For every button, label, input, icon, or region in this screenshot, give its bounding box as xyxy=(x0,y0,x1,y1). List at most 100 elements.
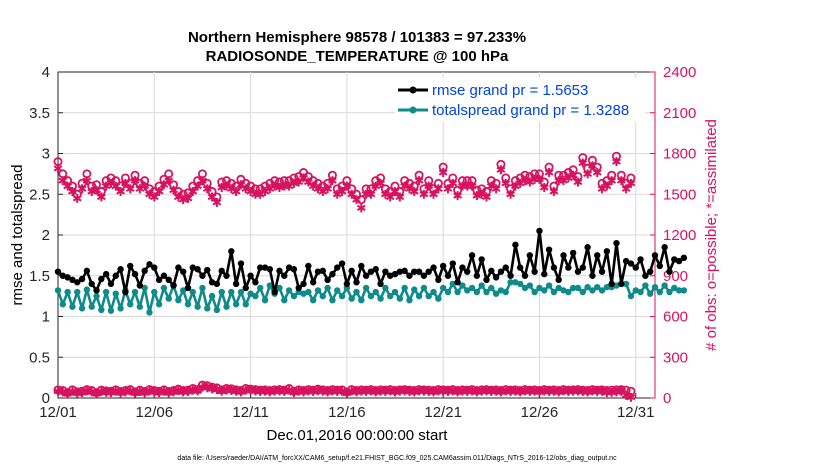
totalspread-point xyxy=(348,295,355,302)
x-tick-label: 12/16 xyxy=(328,404,366,421)
rmse-point xyxy=(151,264,158,271)
obs-assimilated-marker xyxy=(496,165,506,175)
rmse-point xyxy=(622,257,630,265)
obs-assimilated-marker xyxy=(501,178,511,188)
rmse-point xyxy=(146,261,153,268)
data-file-footer: data file: /Users/raeder/DAI/ATM_forcXX/… xyxy=(177,455,617,462)
obs-assimilated-marker xyxy=(419,189,429,199)
obs-assimilated-marker xyxy=(92,185,101,195)
totalspread-point xyxy=(208,292,216,300)
rmse-point xyxy=(83,267,91,275)
totalspread-point xyxy=(492,290,500,297)
totalspread-point xyxy=(473,288,481,296)
totalspread-point xyxy=(319,292,326,300)
totalspread-point xyxy=(155,301,163,308)
obs-assimilated-marker xyxy=(535,174,544,184)
totalspread-point xyxy=(59,301,67,308)
totalspread-point xyxy=(454,288,461,296)
rmse-point xyxy=(247,272,254,279)
totalspread-point xyxy=(666,288,673,296)
obs-assimilated-marker xyxy=(433,184,443,194)
totalspread-point xyxy=(459,282,466,289)
obs-assimilated-marker xyxy=(621,184,631,194)
rmse-point xyxy=(435,276,442,284)
x-tick-label: 12/01 xyxy=(39,404,77,421)
y-tick-label-left: 3.5 xyxy=(29,105,50,122)
rmse-point xyxy=(160,272,168,279)
obs-assimilated-marker xyxy=(58,176,68,186)
rmse-point xyxy=(531,268,538,275)
totalspread-point xyxy=(642,282,649,289)
totalspread-point xyxy=(358,297,365,304)
obs-assimilated-marker xyxy=(491,184,501,194)
y-tick-label-left: 0.5 xyxy=(29,349,50,366)
totalspread-point xyxy=(223,303,230,310)
totalspread-point xyxy=(541,287,548,294)
obs-assimilated-marker xyxy=(578,158,588,168)
rmse-point xyxy=(242,284,249,292)
totalspread-point xyxy=(232,301,240,308)
rmse-point xyxy=(54,268,62,275)
obs-assimilated-marker xyxy=(231,187,241,197)
obs-assimilated-marker xyxy=(328,176,337,186)
totalspread-point xyxy=(324,284,331,292)
totalspread-point xyxy=(651,283,659,291)
rmse-point xyxy=(569,249,577,257)
totalspread-point xyxy=(565,288,572,296)
totalspread-point xyxy=(160,284,168,292)
rmse-point xyxy=(468,252,476,259)
obs-assimilated-marker xyxy=(68,187,77,197)
rmse-point xyxy=(420,272,428,279)
obs-assimilated-marker xyxy=(366,189,376,199)
totalspread-point xyxy=(334,287,341,294)
totalspread-point xyxy=(74,288,81,296)
rmse-point xyxy=(613,239,620,247)
rmse-point xyxy=(656,262,664,270)
totalspread-point xyxy=(574,284,582,292)
totalspread-point xyxy=(204,305,211,312)
rmse-point xyxy=(637,256,644,263)
totalspread-point xyxy=(252,292,259,300)
rmse-point xyxy=(343,280,351,288)
totalspread-point xyxy=(483,288,490,296)
totalspread-point xyxy=(675,287,683,294)
totalspread-point xyxy=(237,288,245,296)
rmse-point xyxy=(415,268,423,275)
legend-spread-label: totalspread grand pr = 1.3288 xyxy=(432,102,629,119)
totalspread-point xyxy=(314,287,322,294)
rmse-point xyxy=(204,266,211,274)
totalspread-point xyxy=(367,292,375,300)
totalspread-point xyxy=(136,303,144,310)
totalspread-point xyxy=(497,287,505,294)
chart-subtitle: RADIOSONDE_TEMPERATURE @ 100 hPa xyxy=(206,48,509,65)
totalspread-point xyxy=(112,290,119,297)
obs-assimilated-marker xyxy=(183,193,193,203)
obs-assimilated-marker xyxy=(323,184,333,194)
rmse-point xyxy=(309,279,317,286)
rmse-point xyxy=(165,276,172,284)
rmse-point xyxy=(367,268,375,275)
totalspread-point xyxy=(102,288,110,296)
totalspread-point xyxy=(213,306,221,314)
rmse-point xyxy=(266,266,274,273)
rmse-point xyxy=(425,268,432,275)
totalspread-point xyxy=(579,288,586,296)
rmse-point xyxy=(184,284,192,292)
totalspread-point xyxy=(261,297,269,304)
rmse-point xyxy=(377,280,384,288)
totalspread-point xyxy=(165,295,172,302)
x-tick-label: 12/21 xyxy=(424,404,462,421)
totalspread-point xyxy=(194,303,201,310)
totalspread-point xyxy=(54,287,62,294)
rmse-point xyxy=(507,272,514,279)
obs-assimilated-marker xyxy=(96,192,106,202)
rmse-point xyxy=(675,257,683,265)
totalspread-point xyxy=(680,287,688,294)
rmse-point xyxy=(290,266,298,273)
obs-assimilated-marker xyxy=(448,178,458,188)
obs-assimilated-marker xyxy=(549,187,559,197)
x-axis-label: Dec.01,2016 00:00:00 start xyxy=(267,427,449,444)
obs-assimilated-marker xyxy=(212,197,222,207)
totalspread-point xyxy=(536,284,543,292)
obs-assimilated-marker xyxy=(342,181,352,191)
